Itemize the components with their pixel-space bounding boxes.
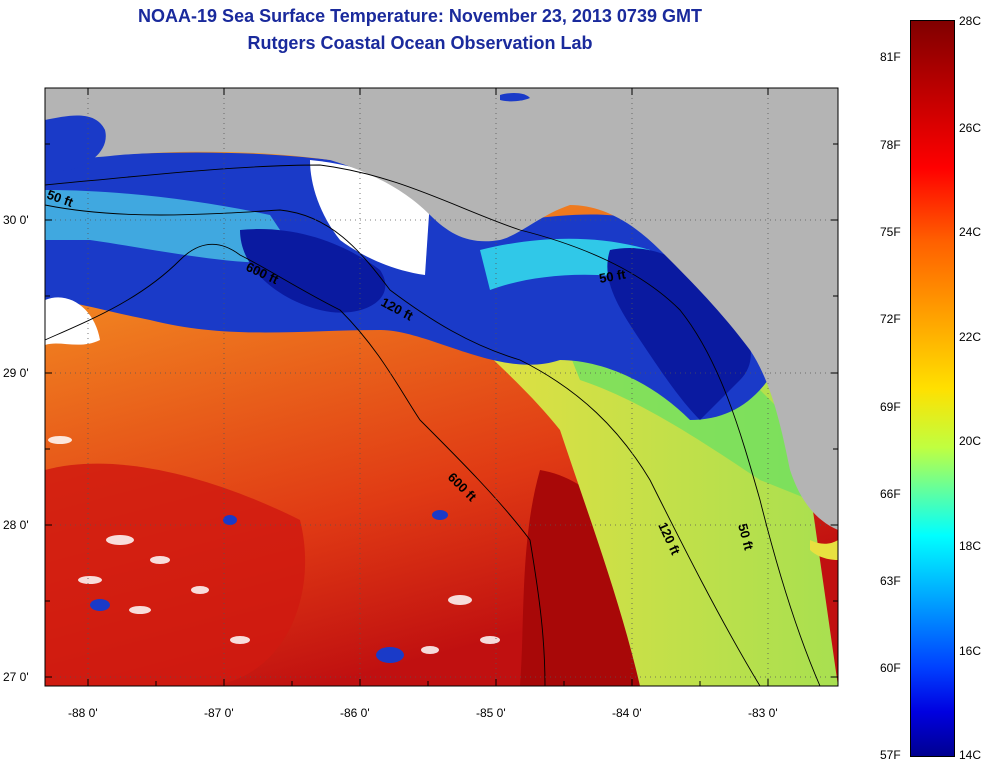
colorbar-c-label: 22C [959, 330, 982, 344]
depth-contours [45, 164, 821, 686]
lon-label: -88 0' [68, 706, 98, 720]
map-subtitle: Rutgers Coastal Ocean Observation Lab [247, 33, 593, 53]
lon-label: -87 0' [204, 706, 234, 720]
lat-label: 30 0' [3, 213, 29, 227]
colorbar-f-label: 63F [880, 574, 901, 588]
colorbar-f-label: 72F [880, 312, 901, 326]
lat-label: 29 0' [3, 366, 29, 380]
colorbar-f-label: 60F [880, 661, 901, 675]
colorbar-c-label: 24C [959, 225, 982, 239]
colorbar-c-label: 18C [959, 539, 982, 553]
lat-label: 28 0' [3, 518, 29, 532]
lon-label: -83 0' [748, 706, 778, 720]
lat-label: 27 0' [3, 670, 29, 684]
colorbar-f-label: 81F [880, 50, 901, 64]
lon-label: -84 0' [612, 706, 642, 720]
map-title: NOAA-19 Sea Surface Temperature: Novembe… [138, 6, 702, 26]
colorbar-f-label: 75F [880, 225, 901, 239]
colorbar-c-label: 14C [959, 748, 982, 762]
colorbar-f-label: 69F [880, 400, 901, 414]
colorbar-f-label: 66F [880, 487, 901, 501]
contour-label: 50 ft [598, 266, 628, 286]
colorbar-c-label: 26C [959, 121, 982, 135]
land-area [45, 88, 838, 530]
colorbar-c-label: 16C [959, 644, 982, 658]
colorbar-c-label: 28C [959, 14, 982, 28]
lon-label: -86 0' [340, 706, 370, 720]
colorbar-f-label: 78F [880, 138, 901, 152]
contour-label: 50 ft [735, 522, 757, 552]
colorbar-c-label: 20C [959, 434, 982, 448]
colorbar-f-label: 57F [880, 748, 901, 762]
lon-label: -85 0' [476, 706, 506, 720]
colorbar [910, 20, 955, 757]
